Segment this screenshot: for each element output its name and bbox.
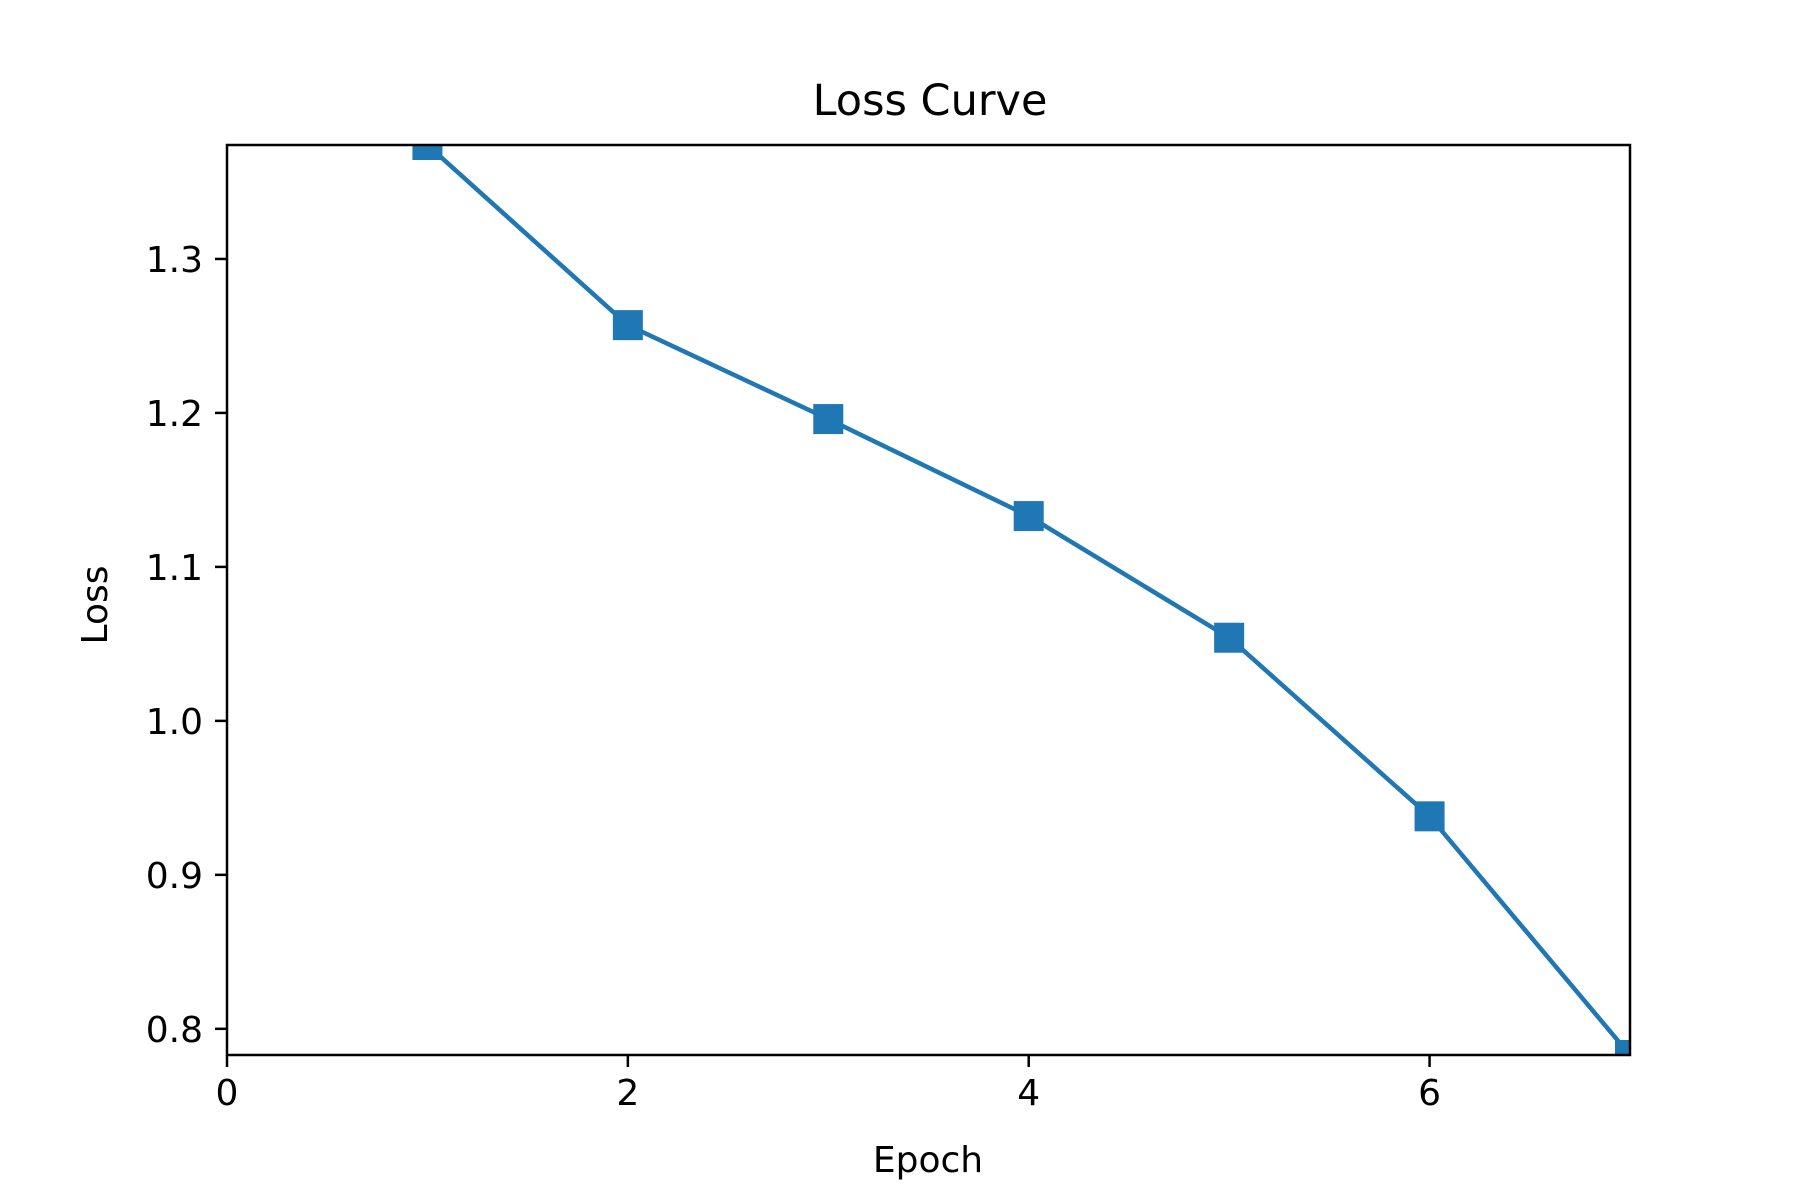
y-tick-label: 1.0 — [146, 702, 203, 743]
data-point-marker — [612, 310, 643, 341]
y-axis-label: Loss — [75, 566, 116, 645]
y-axis-ticks: 0.8 0.9 1.0 1.1 1.2 1.3 — [146, 240, 227, 1051]
y-tick-label: 0.8 — [146, 1010, 203, 1051]
y-tick-label: 1.3 — [146, 240, 203, 281]
y-tick-label: 1.1 — [146, 548, 203, 589]
x-axis-ticks: 0 2 4 6 — [216, 1055, 1441, 1114]
data-point-marker — [412, 145, 443, 160]
data-point-marker — [1214, 622, 1245, 653]
chart-title: Loss Curve — [813, 76, 1048, 126]
x-tick-label: 2 — [616, 1073, 639, 1114]
series-layer — [412, 145, 1630, 1055]
y-tick-label: 0.9 — [146, 856, 203, 897]
axes-frame — [225, 143, 1632, 1057]
data-point-marker — [1414, 801, 1445, 832]
y-tick-label: 1.2 — [146, 394, 203, 435]
data-point-marker — [1013, 501, 1044, 532]
x-axis-label: Epoch — [873, 1140, 983, 1181]
data-point-marker — [813, 404, 844, 435]
series-line — [425, 145, 1630, 1055]
data-point-marker — [1615, 1040, 1630, 1055]
x-tick-label: 0 — [216, 1073, 239, 1114]
x-tick-label: 6 — [1418, 1073, 1441, 1114]
x-tick-label: 4 — [1017, 1073, 1040, 1114]
series-0 — [412, 145, 1630, 1055]
